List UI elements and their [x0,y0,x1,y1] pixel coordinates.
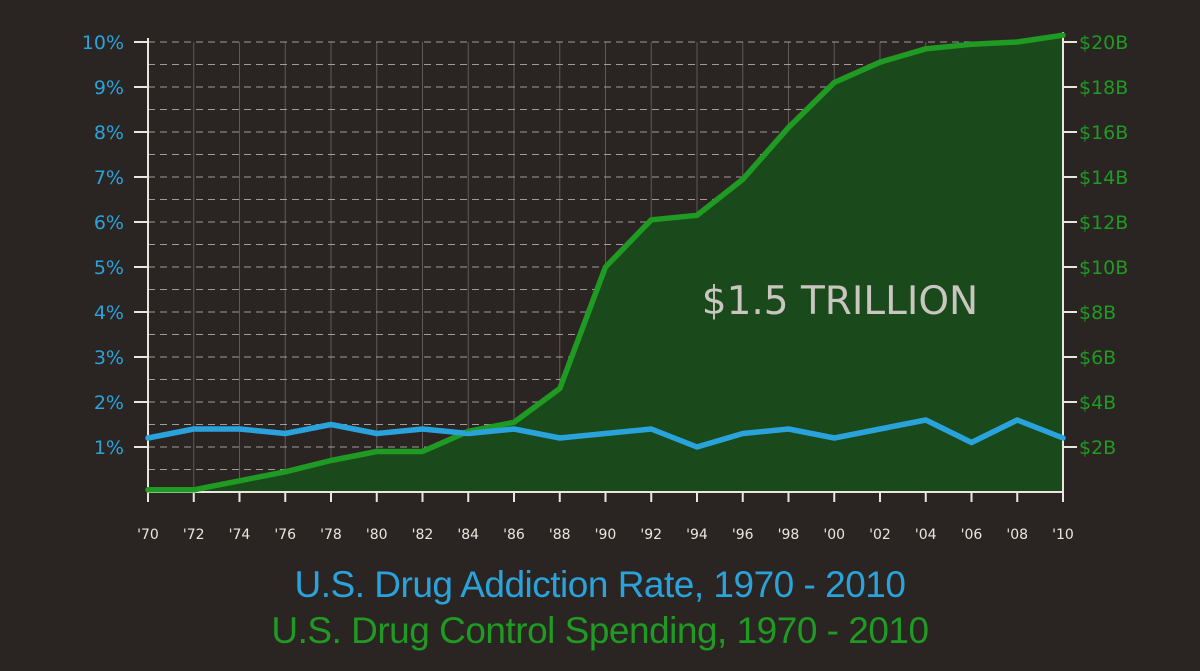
addiction-rate-point [694,444,700,450]
right-tick-label: $18B [1079,77,1128,99]
spending-point [1014,39,1020,45]
spending-area-fill [148,35,1063,492]
spending-point [557,386,563,391]
spending-point [648,217,654,223]
x-tick-label: '80 [366,527,388,543]
addiction-rate-point [786,426,791,432]
total-spending-annotation: $1.5 TRILLION [702,279,979,324]
data-points [145,32,1066,493]
x-tick-label: '86 [503,527,525,543]
x-tick-label: '02 [869,527,891,543]
x-tick-label: '90 [595,527,617,543]
x-tick-label: '10 [1052,527,1074,543]
addiction-rate-point [923,417,929,423]
addiction-rate-point [648,426,654,432]
right-tick-label: $20B [1079,32,1128,54]
spending-point [511,419,517,425]
left-tick-label: 5% [94,257,124,279]
x-tick-label: '08 [1006,527,1028,543]
left-tick-label: 8% [94,122,124,144]
addiction-rate-point [1060,435,1066,441]
addiction-rate-point [237,426,242,432]
spending-point [969,41,974,47]
addiction-rate-point [1014,417,1020,423]
right-tick-label: $10B [1079,257,1128,279]
addiction-rate-caption: U.S. Drug Addiction Rate, 1970 - 2010 [294,564,906,605]
addiction-rate-point [282,431,288,436]
right-tick-label: $8B [1079,302,1116,324]
x-tick-label: '04 [915,527,937,543]
left-tick-label: 9% [94,77,124,99]
spending-point [603,264,608,270]
spending-point [923,46,929,52]
spending-point [145,487,151,493]
right-tick-label: $6B [1079,347,1116,369]
spending-point [237,478,242,484]
left-tick-label: 1% [94,437,124,459]
addiction-rate-point [420,426,425,432]
x-tick-label: '88 [549,527,571,543]
x-tick-label: '70 [137,527,159,543]
addiction-rate-point [328,422,334,427]
x-tick-label: '74 [229,527,251,543]
addiction-rate-point [603,431,608,436]
addiction-rate-point [969,440,974,445]
right-tick-label: $14B [1079,167,1128,189]
addiction-rate-point [557,435,563,441]
spending-point [786,125,791,130]
spending-point [420,449,425,454]
right-tick-label: $4B [1079,392,1116,414]
axes [134,32,1077,502]
addiction-rate-point [374,431,380,436]
x-tick-label: '72 [183,527,205,543]
spending-area [148,35,1063,492]
addiction-rate-point [465,431,471,436]
spending-point [694,212,700,218]
right-tick-label: $2B [1079,437,1116,459]
spending-point [877,59,883,65]
left-tick-label: 3% [94,347,124,369]
addiction-rate-point [145,435,151,441]
spending-point [328,458,334,463]
spending-point [1060,32,1066,38]
left-tick-label: 2% [94,392,124,414]
spending-point [831,80,837,85]
addiction-rate-point [831,435,837,441]
x-tick-label: '78 [320,527,342,543]
addiction-rate-point [877,426,883,432]
x-tick-label: '82 [412,527,434,543]
tick-labels: 1% 2% 3% 4% 5% 6% 7% 8% 9% 10% $2B $4B $6B $8B $10B $12… [82,32,1129,543]
x-tick-label: '96 [732,527,754,543]
right-tick-label: $16B [1079,122,1128,144]
addiction-rate-point [191,426,197,432]
left-tick-label: 7% [94,167,124,189]
spending-point [740,176,746,182]
x-tick-label: '06 [961,527,983,543]
spending-point [191,487,197,493]
spending-point [374,449,380,454]
left-tick-label: 10% [82,32,124,54]
spending-caption: U.S. Drug Control Spending, 1970 - 2010 [271,610,929,651]
x-tick-label: '76 [274,527,296,543]
addiction-rate-point [511,426,517,432]
right-tick-label: $12B [1079,212,1128,234]
x-tick-label: '94 [686,527,708,543]
left-tick-label: 4% [94,302,124,324]
addiction-rate-point [740,431,746,436]
x-tick-label: '92 [640,527,662,543]
spending-point [282,469,288,475]
left-tick-label: 6% [94,212,124,234]
x-tick-label: '98 [778,527,800,543]
x-tick-label: '84 [457,527,479,543]
x-tick-label: '00 [823,527,845,543]
